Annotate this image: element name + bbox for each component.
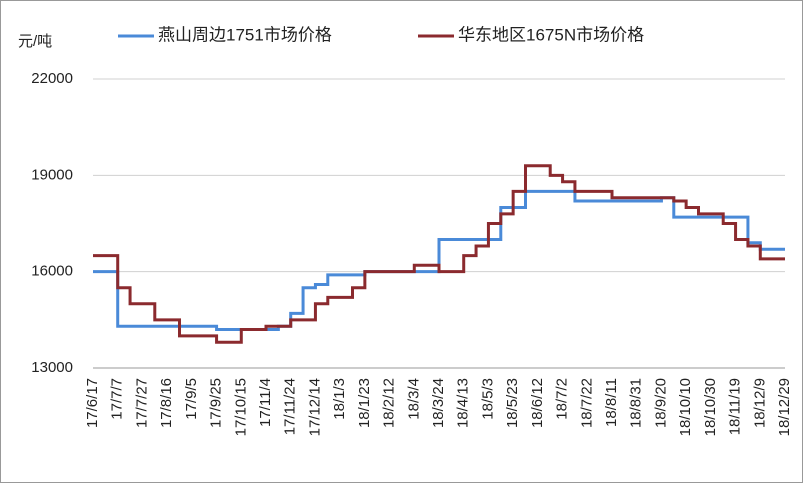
x-tick-label: 17/10/15: [232, 378, 249, 436]
y-axis-label: 元/吨: [18, 33, 52, 50]
x-tick-label: 18/8/31: [628, 378, 645, 428]
x-tick-label: 18/5/23: [504, 378, 521, 428]
x-tick-label: 18/7/22: [578, 378, 595, 428]
x-tick-label: 18/3/24: [430, 378, 447, 428]
x-tick-label: 18/5/3: [479, 378, 496, 420]
y-tick-label: 22000: [31, 70, 73, 87]
x-tick-label: 17/12/14: [306, 378, 323, 436]
x-tick-label: 18/10/10: [677, 378, 694, 436]
x-tick-label: 17/9/5: [183, 378, 200, 420]
y-tick-label: 19000: [31, 166, 73, 183]
x-tick-label: 17/7/7: [109, 378, 126, 420]
x-tick-label: 18/1/23: [356, 378, 373, 428]
x-tick-label: 18/3/4: [405, 378, 422, 420]
x-tick-label: 18/12/29: [776, 378, 793, 436]
x-tick-label: 18/1/3: [331, 378, 348, 420]
x-tick-label: 18/9/20: [652, 378, 669, 428]
x-tick-label: 18/6/12: [529, 378, 546, 428]
x-tick-label: 18/8/11: [603, 378, 620, 427]
legend-label: 华东地区1675N市场价格: [458, 25, 644, 44]
x-tick-label: 17/6/17: [84, 378, 101, 428]
series-line: [93, 164, 785, 344]
x-tick-label: 17/7/27: [133, 378, 150, 428]
x-tick-label: 18/2/12: [381, 378, 398, 428]
x-tick-label: 18/7/2: [554, 378, 571, 420]
x-tick-label: 17/11/24: [282, 378, 299, 435]
x-tick-label: 18/4/13: [455, 378, 472, 428]
x-tick-label: 18/12/9: [751, 378, 768, 428]
y-tick-label: 13000: [31, 359, 73, 376]
x-tick-label: 17/9/25: [208, 378, 225, 428]
x-tick-label: 18/11/19: [727, 378, 744, 435]
x-tick-label: 18/10/30: [702, 378, 719, 436]
x-tick-label: 17/11/4: [257, 378, 274, 427]
x-tick-label: 17/8/16: [158, 378, 175, 428]
y-tick-label: 16000: [31, 263, 73, 280]
legend-label: 燕山周边1751市场价格: [158, 25, 332, 44]
